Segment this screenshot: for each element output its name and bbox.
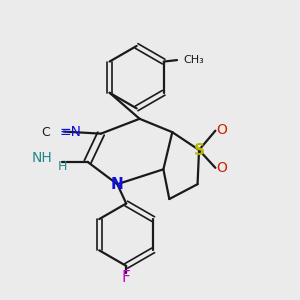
Text: O: O — [217, 161, 227, 176]
Text: ≡N: ≡N — [59, 125, 81, 139]
Text: NH: NH — [31, 151, 52, 165]
Text: S: S — [194, 142, 205, 158]
Text: O: O — [217, 123, 227, 137]
Text: N: N — [111, 177, 124, 192]
Text: F: F — [122, 270, 130, 285]
Text: H: H — [58, 160, 67, 173]
Text: C: C — [42, 126, 50, 139]
Text: CH₃: CH₃ — [183, 55, 204, 65]
